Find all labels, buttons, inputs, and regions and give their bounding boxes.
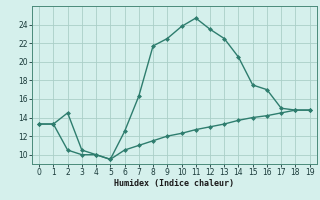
X-axis label: Humidex (Indice chaleur): Humidex (Indice chaleur): [115, 179, 234, 188]
